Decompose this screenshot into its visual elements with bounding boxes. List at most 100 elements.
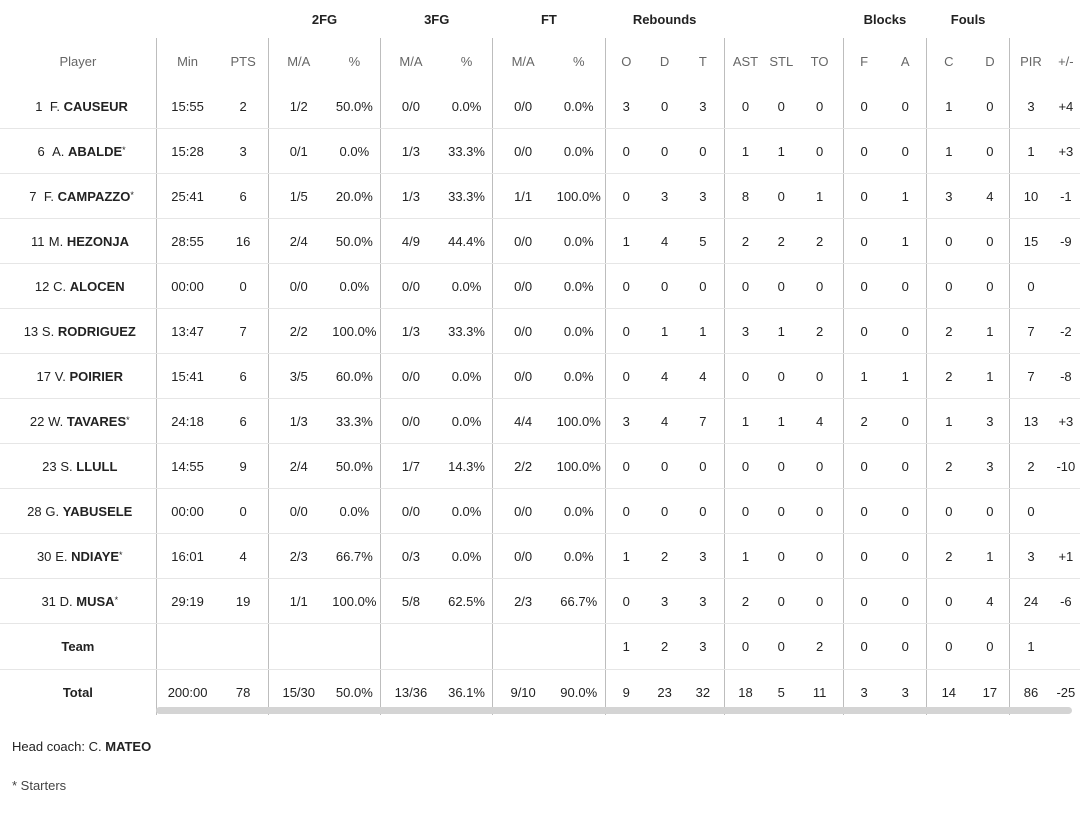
stat-stl: 0 [766, 578, 797, 624]
column-header-ft-pct[interactable]: % [572, 53, 585, 69]
stat-reb-o: 0 [604, 263, 648, 309]
player-initial: E. [55, 548, 68, 564]
stat-2fg-pct: 33.3% [328, 398, 381, 444]
stat-ast: 0 [723, 353, 767, 399]
blank-group-cell [1052, 0, 1080, 38]
stat-ast: 0 [723, 488, 767, 534]
stat-blk-a: 0 [884, 533, 927, 579]
column-header-foul-c[interactable]: C [926, 38, 971, 84]
stat-blk-f: 0 [842, 578, 885, 624]
stat-pir: 7 [1009, 353, 1052, 399]
stat-plus-minus: +1 [1051, 533, 1080, 579]
stat-ft-ma: 0/0 [492, 488, 553, 534]
stat-2fg-pct: 50.0% [328, 218, 381, 264]
column-header-stl[interactable]: STL [769, 53, 794, 69]
stat-2fg-pct: 50.0% [328, 84, 381, 129]
column-header-ft-ma[interactable]: M/A [492, 38, 553, 84]
player-cell: 31 D. MUSA* [0, 578, 157, 624]
player-number: 7 [29, 188, 37, 204]
stat-ft-pct: 0.0% [552, 84, 606, 129]
column-header-plus-minus[interactable]: +/- [1058, 53, 1074, 69]
box-score-scroll-area[interactable]: 2FG 3FG FT Rebounds Blocks Fouls Player … [0, 0, 1080, 715]
column-header-foul-d[interactable]: D [985, 53, 995, 69]
stat-blk-f: 0 [842, 443, 885, 489]
column-header-3fg-pct[interactable]: % [460, 53, 473, 69]
player-number: 12 [34, 278, 50, 294]
horizontal-scrollbar[interactable] [156, 707, 1072, 714]
stat-stl: 0 [766, 533, 797, 579]
column-header-reb-d[interactable]: D [659, 53, 670, 69]
column-header-player[interactable]: Player [59, 53, 97, 69]
stat-min: 00:00 [155, 488, 219, 534]
stat-foul-d: 0 [970, 263, 1010, 309]
player-name-link[interactable]: CAMPAZZO [57, 188, 131, 204]
stat-reb-o: 0 [604, 578, 648, 624]
stat-blk-a: 0 [884, 398, 927, 444]
player-name-link[interactable]: YABUSELE [62, 503, 133, 519]
stat-reb-t: 3 [682, 173, 725, 219]
column-header-3fg-ma[interactable]: M/A [380, 38, 441, 84]
stat-reb-d: 0 [647, 84, 683, 129]
stat-ft-ma: 0/0 [492, 353, 553, 399]
stat-blk-f: 0 [842, 263, 885, 309]
stat-ft-ma: 0/0 [492, 84, 553, 129]
stat-plus-minus: -6 [1051, 578, 1080, 624]
stat-3fg-ma: 1/7 [380, 443, 441, 489]
stat-ast: 1 [723, 128, 767, 174]
player-cell: 7 F. CAMPAZZO* [0, 173, 157, 219]
stat-blk-f: 2 [842, 398, 885, 444]
stat-pts: 19 [218, 578, 269, 624]
stat-blk-a: 0 [884, 443, 927, 489]
player-name-link[interactable]: LLULL [76, 458, 118, 474]
stat-reb-t: 1 [682, 308, 725, 354]
stat-reb-o: 0 [604, 128, 648, 174]
player-name-link[interactable]: CAUSEUR [63, 98, 128, 114]
player-row: 7 F. CAMPAZZO* 25:41 6 1/5 20.0% 1/3 33.3% 1/1 10… [0, 173, 1080, 219]
stat-to: 4 [796, 398, 844, 444]
stat-blk-a: 1 [884, 218, 927, 264]
column-header-blk-a[interactable]: A [900, 53, 910, 69]
player-name-link[interactable]: POIRIER [69, 368, 123, 384]
stat-ast: 0 [723, 84, 767, 129]
player-name-link[interactable]: ABALDE [68, 143, 123, 159]
stat-3fg-pct: 0.0% [440, 398, 493, 444]
column-header-ast[interactable]: AST [723, 38, 767, 84]
box-score-table: 2FG 3FG FT Rebounds Blocks Fouls Player … [0, 0, 1080, 715]
stat-plus-minus [1051, 488, 1080, 534]
column-header-reb-t[interactable]: T [698, 53, 707, 69]
stat-2fg-ma: 1/3 [267, 398, 329, 444]
player-number: 22 [29, 413, 45, 429]
stat-ft-ma: 1/1 [492, 173, 553, 219]
stat-pts: 6 [218, 398, 269, 444]
column-header-2fg-pct[interactable]: % [348, 53, 361, 69]
stat-ft-pct: 90.0% [560, 685, 598, 700]
stat-foul-c: 3 [926, 173, 971, 219]
stat-3fg-ma: 0/0 [380, 353, 441, 399]
column-header-min[interactable]: Min [155, 38, 219, 84]
player-name-link[interactable]: MUSA [76, 593, 115, 609]
stat-3fg-ma: 1/3 [380, 173, 441, 219]
stat-3fg-ma [380, 623, 441, 670]
stat-plus-minus: -1 [1051, 173, 1080, 219]
player-name-link[interactable]: NDIAYE [71, 548, 120, 564]
column-header-pir[interactable]: PIR [1009, 38, 1052, 84]
column-header-2fg-ma[interactable]: M/A [267, 38, 329, 84]
stat-blk-a: 0 [884, 578, 927, 624]
player-name-link[interactable]: ALOCEN [69, 278, 125, 294]
stat-3fg-pct: 33.3% [440, 128, 493, 174]
stat-to: 0 [796, 84, 844, 129]
stat-ft-pct: 0.0% [552, 353, 606, 399]
column-header-to[interactable]: TO [810, 53, 829, 69]
player-cell: 30 E. NDIAYE* [0, 533, 157, 579]
player-name-link[interactable]: HEZONJA [66, 233, 129, 249]
player-name-link[interactable]: TAVARES [66, 413, 127, 429]
stat-blk-f: 0 [842, 623, 885, 670]
stat-reb-t: 32 [695, 685, 711, 700]
column-header-pts[interactable]: PTS [230, 53, 256, 69]
stat-reb-o: 1 [604, 623, 648, 670]
player-row: 31 D. MUSA* 29:19 19 1/1 100.0% 5/8 62.5% 2/3 66.… [0, 578, 1080, 624]
column-header-reb-o[interactable]: O [604, 38, 648, 84]
player-name-link[interactable]: RODRIGUEZ [57, 323, 136, 339]
stat-reb-o: 1 [604, 533, 648, 579]
column-header-blk-f[interactable]: F [842, 38, 885, 84]
